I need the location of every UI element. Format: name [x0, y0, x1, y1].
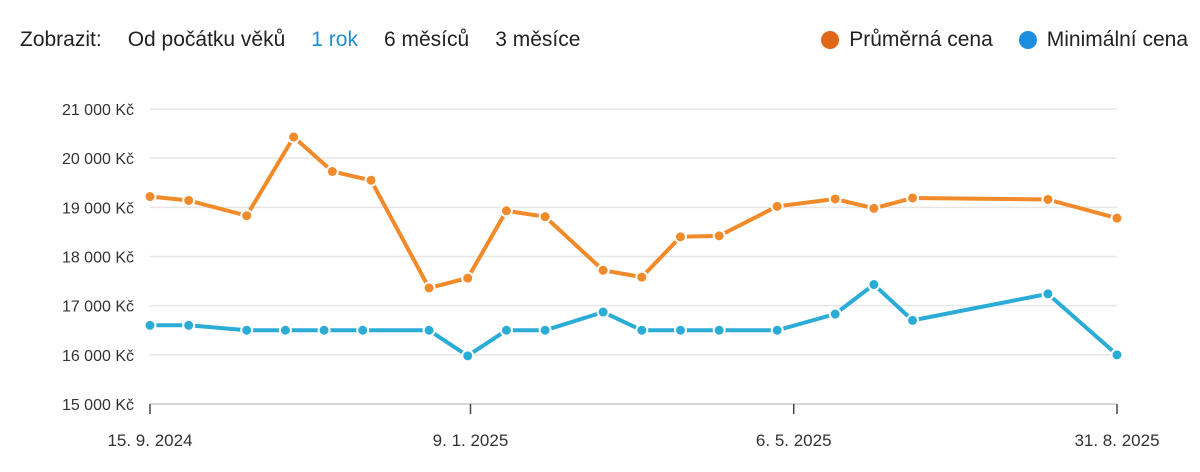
min-price-point	[356, 323, 370, 337]
avg-price-point	[461, 271, 475, 285]
legend-dot-min-icon	[1018, 31, 1037, 49]
avg-price-point	[828, 192, 842, 206]
min-price-line	[148, 282, 1119, 358]
x-tick-label: 6. 5. 2025	[756, 431, 832, 450]
period-option-6-months[interactable]: 6 měsíců	[383, 28, 470, 51]
y-tick-label: 21 000 Kč	[62, 102, 134, 119]
legend-item-min-price[interactable]: Minimální cena	[1018, 28, 1188, 52]
avg-price-point	[770, 199, 784, 213]
min-price-point	[1041, 287, 1055, 301]
avg-price-point	[635, 270, 649, 284]
avg-price-point	[143, 190, 157, 204]
avg-price-point	[364, 173, 378, 187]
avg-price-point	[538, 210, 552, 224]
legend-item-avg-price[interactable]: Průměrná cena	[821, 28, 993, 52]
min-price-point	[596, 305, 610, 319]
legend-label-avg-price: Průměrná cena	[849, 28, 993, 51]
chart-legend: Průměrná cena Minimální cena	[795, 24, 1188, 56]
min-price-point	[182, 318, 196, 332]
min-price-point	[422, 323, 436, 337]
avg-price-point	[712, 229, 726, 243]
avg-price-point	[1041, 192, 1055, 206]
min-price-point	[143, 318, 157, 332]
min-price-point	[240, 323, 254, 337]
y-tick-label: 20 000 Kč	[62, 151, 134, 168]
min-price-point	[461, 349, 475, 363]
min-price-point	[673, 323, 687, 337]
avg-price-point	[867, 201, 881, 215]
min-price-point	[317, 323, 331, 337]
avg-price-line	[148, 135, 1119, 290]
min-price-point	[1110, 348, 1124, 362]
avg-price-point	[906, 191, 920, 205]
legend-label-min-price: Minimální cena	[1046, 28, 1188, 51]
avg-price-point	[325, 164, 339, 178]
y-tick-label: 19 000 Kč	[62, 200, 134, 217]
period-filter-label: Zobrazit:	[20, 28, 102, 51]
avg-price-point	[1110, 211, 1124, 225]
x-tick-label: 15. 9. 2024	[107, 431, 192, 450]
avg-price-point	[673, 230, 687, 244]
avg-price-point	[182, 193, 196, 207]
y-tick-label: 16 000 Kč	[62, 348, 134, 365]
min-price-point	[906, 313, 920, 327]
min-price-point	[635, 323, 649, 337]
min-price-point	[712, 323, 726, 337]
y-tick-label: 15 000 Kč	[62, 397, 134, 414]
min-price-point	[770, 323, 784, 337]
avg-price-point	[596, 263, 610, 277]
min-price-point	[278, 323, 292, 337]
period-option-3-months[interactable]: 3 měsíce	[495, 28, 581, 51]
legend-dot-avg-icon	[821, 31, 840, 49]
min-price-point	[867, 278, 881, 292]
y-tick-label: 18 000 Kč	[62, 250, 134, 267]
avg-price-point	[499, 204, 513, 218]
x-tick-label: 31. 8. 2025	[1074, 431, 1159, 450]
x-tick-label: 9. 1. 2025	[433, 431, 509, 450]
avg-price-point	[240, 209, 254, 223]
y-tick-label: 17 000 Kč	[62, 299, 134, 316]
period-option-all-time[interactable]: Od počátku věků	[127, 28, 286, 51]
min-price-point	[499, 323, 513, 337]
min-price-point	[538, 323, 552, 337]
avg-price-point	[287, 130, 301, 144]
avg-price-point	[422, 281, 436, 295]
min-price-point	[828, 307, 842, 321]
period-option-1-year[interactable]: 1 rok	[311, 28, 358, 51]
period-filter: Zobrazit: Od počátku věků 1 rok 6 měsíců…	[20, 24, 606, 56]
